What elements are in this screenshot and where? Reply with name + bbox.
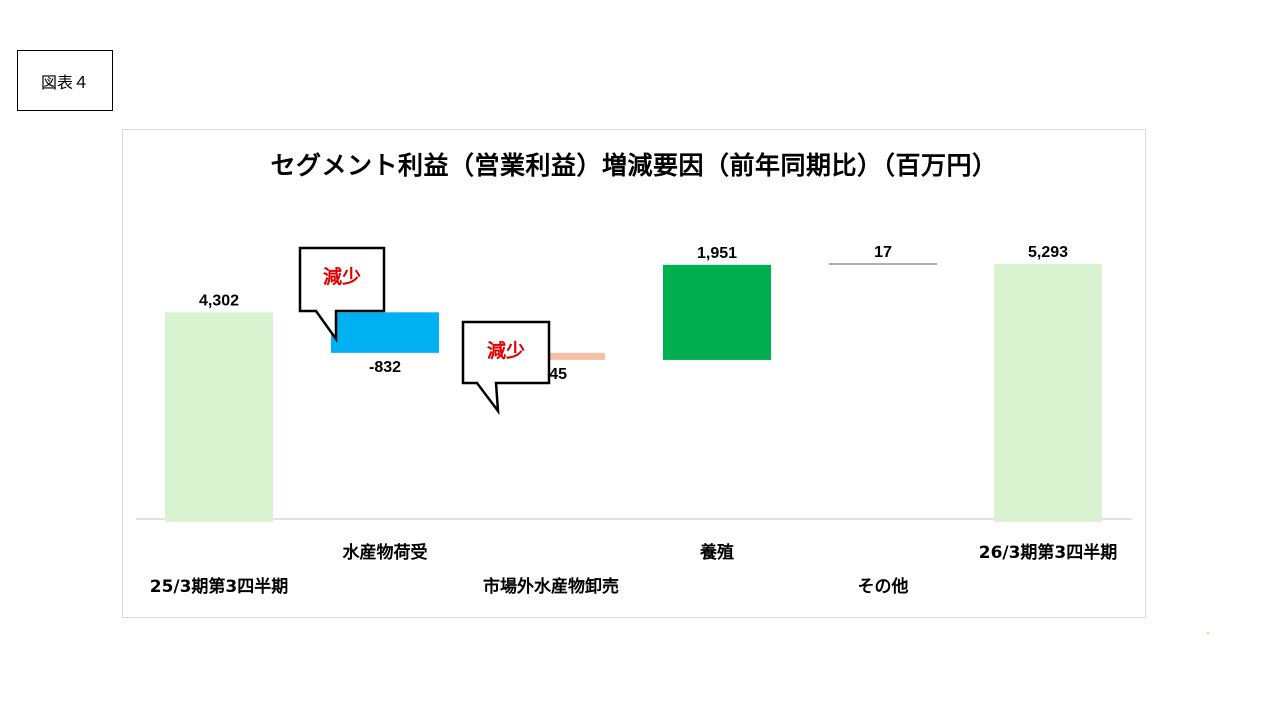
data-label-2: -832 — [369, 359, 401, 376]
category-label-4: 養殖 — [699, 542, 734, 563]
bar-1 — [165, 312, 273, 522]
category-label-6: 26/3期第3四半期 — [979, 542, 1118, 563]
category-label-5: その他 — [858, 576, 909, 597]
category-label-1: 25/3期第3四半期 — [150, 576, 289, 597]
bar-4 — [663, 264, 771, 360]
figure-label: 図表４ — [17, 50, 113, 111]
bar-6 — [994, 264, 1102, 522]
data-label-6: 5,293 — [1028, 244, 1068, 261]
chart-title: セグメント利益（営業利益）増減要因（前年同期比）（百万円） — [270, 151, 998, 180]
data-label-4: 1,951 — [697, 245, 737, 262]
stray-dot — [1207, 632, 1209, 634]
callout-box-1 — [298, 246, 386, 343]
callout-text-2: 減少 — [487, 339, 525, 362]
callout-box-2 — [461, 320, 551, 416]
bar-3 — [497, 352, 605, 360]
data-label-1: 4,302 — [199, 292, 239, 309]
callout-text-1: 減少 — [323, 265, 361, 288]
category-label-2: 水産物荷受 — [343, 542, 428, 563]
category-label-3: 市場外水産物卸売 — [483, 576, 619, 597]
data-label-5: 17 — [874, 244, 892, 261]
chart-frame — [122, 129, 1146, 618]
bar-2 — [331, 312, 439, 353]
